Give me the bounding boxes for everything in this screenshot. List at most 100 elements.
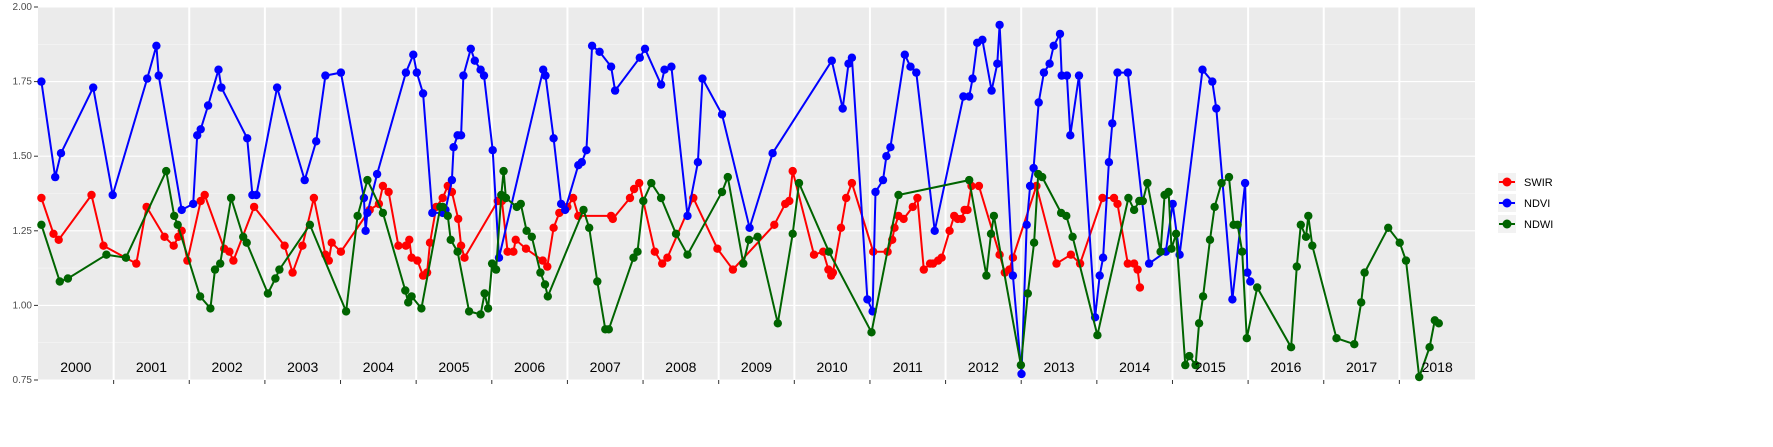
data-point <box>828 268 838 277</box>
data-point <box>937 253 946 262</box>
data-point <box>1360 268 1369 277</box>
data-point <box>639 196 648 206</box>
data-point <box>425 238 435 247</box>
data-point <box>629 253 638 262</box>
data-point <box>1208 77 1217 86</box>
data-point <box>189 199 198 209</box>
data-point <box>1212 104 1221 113</box>
data-point <box>309 193 319 203</box>
series-ndwi <box>37 166 1444 382</box>
data-point <box>913 193 922 203</box>
data-point <box>412 68 421 77</box>
data-point <box>152 41 161 50</box>
data-point <box>842 193 851 203</box>
data-point <box>438 193 447 203</box>
data-point <box>169 241 178 250</box>
data-point <box>394 241 403 250</box>
data-point <box>460 253 469 262</box>
data-point <box>595 47 604 56</box>
data-point <box>610 86 620 95</box>
legend-marker <box>1502 198 1512 208</box>
data-point <box>604 325 613 334</box>
data-point <box>1113 68 1122 77</box>
data-point <box>1135 283 1145 292</box>
data-point <box>698 74 707 83</box>
data-point <box>809 250 819 259</box>
data-point <box>214 65 223 74</box>
y-tick-label: 2.00 <box>13 2 33 13</box>
data-point <box>418 89 428 98</box>
data-point <box>409 50 418 59</box>
data-point <box>56 149 66 158</box>
data-point <box>1395 238 1404 247</box>
data-point <box>886 143 895 152</box>
data-point <box>957 214 966 224</box>
data-point <box>1008 271 1018 280</box>
year-label: 2003 <box>287 359 318 375</box>
data-point <box>788 166 797 176</box>
data-point <box>428 208 437 218</box>
data-point <box>739 259 748 268</box>
data-point <box>912 68 921 77</box>
data-point <box>160 232 169 241</box>
data-point <box>1068 232 1077 241</box>
data-point <box>37 77 46 86</box>
data-point <box>1066 131 1075 140</box>
data-point <box>656 193 666 203</box>
data-point <box>579 205 588 215</box>
legend-item-swir: SWIR <box>1498 173 1553 191</box>
data-point <box>1156 247 1165 256</box>
data-point <box>162 166 171 176</box>
data-point <box>491 265 501 274</box>
data-point <box>753 232 762 241</box>
data-point <box>1194 319 1204 328</box>
data-point <box>1049 41 1058 50</box>
data-point <box>464 307 474 316</box>
data-point <box>509 247 518 256</box>
data-point <box>693 158 703 167</box>
data-point <box>121 253 131 262</box>
data-point <box>1425 343 1434 352</box>
data-point <box>206 304 215 313</box>
year-label: 2005 <box>438 359 469 375</box>
data-point <box>195 292 205 301</box>
data-point <box>543 262 552 271</box>
data-point <box>454 214 463 224</box>
data-point <box>216 259 225 268</box>
data-point <box>522 226 531 235</box>
data-point <box>483 304 493 313</box>
y-tick-label: 1.25 <box>13 226 33 237</box>
data-point <box>516 199 525 209</box>
data-point <box>446 235 455 244</box>
data-point <box>1093 331 1102 340</box>
data-point <box>538 256 547 265</box>
data-point <box>280 241 289 250</box>
data-point <box>1242 334 1252 343</box>
data-point <box>959 92 968 101</box>
data-point <box>663 253 672 262</box>
legend-marker <box>1502 177 1512 187</box>
data-point <box>263 289 273 298</box>
data-point <box>635 178 644 188</box>
data-point <box>1104 158 1114 167</box>
data-point <box>906 62 915 71</box>
data-point <box>361 226 370 235</box>
data-point <box>298 241 307 250</box>
data-point <box>102 250 111 259</box>
data-point <box>249 202 259 212</box>
data-point <box>1029 238 1039 247</box>
data-point <box>1123 259 1133 268</box>
y-tick-label: 1.00 <box>13 300 33 311</box>
data-point <box>99 241 108 250</box>
data-point <box>154 71 163 80</box>
data-point <box>470 56 479 65</box>
y-tick-label: 1.50 <box>13 151 33 162</box>
data-point <box>1233 220 1242 229</box>
data-point <box>210 265 220 274</box>
data-point <box>993 59 1002 68</box>
data-point <box>501 193 511 203</box>
year-label: 2012 <box>968 359 999 375</box>
year-label: 2018 <box>1422 359 1453 375</box>
data-point <box>203 101 213 110</box>
data-point <box>667 62 676 71</box>
